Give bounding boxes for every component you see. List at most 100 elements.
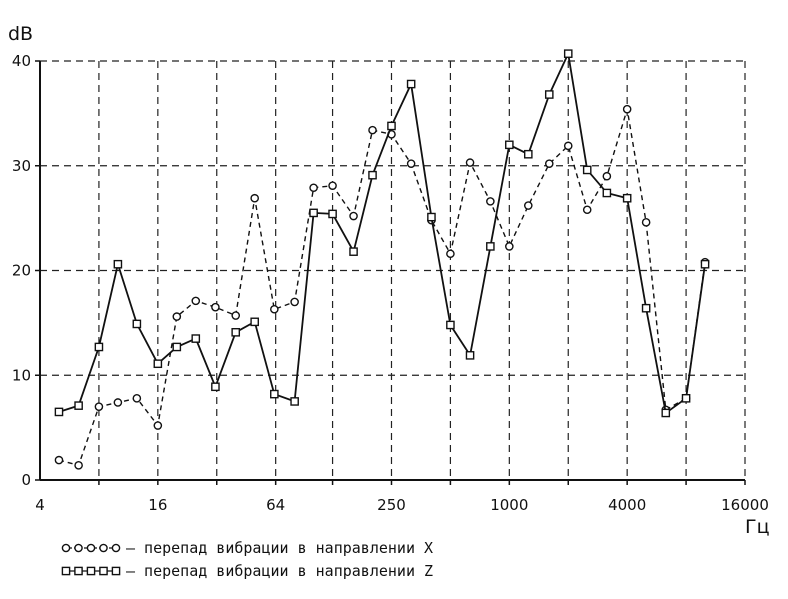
grid [40, 60, 746, 480]
data-point-square [465, 351, 475, 360]
data-point-circle [54, 455, 64, 465]
data-point-square [132, 319, 142, 329]
data-point-circle [563, 141, 573, 151]
series-line [58, 50, 706, 415]
x-tick-label: 64 [266, 496, 285, 514]
data-point-circle [270, 304, 279, 314]
data-point-circle [328, 181, 337, 190]
data-point-square [641, 303, 651, 313]
legend-label-x: – перепад вибрации в направлении X [126, 539, 433, 557]
y-axis-label: dB [8, 23, 33, 45]
y-tick-label: 30 [12, 157, 31, 175]
data-point-circle [349, 211, 358, 221]
data-point-square [172, 342, 182, 352]
data-point-square [54, 407, 64, 417]
data-point-circle [309, 183, 318, 193]
data-point-square [700, 259, 710, 269]
data-point-square [94, 342, 104, 352]
data-point-circle [544, 159, 554, 168]
x-tick-label: 16000 [721, 496, 769, 514]
x-tick-label: 4000 [608, 496, 646, 514]
legend-marker-circle [61, 543, 121, 553]
data-point-circle [191, 296, 201, 306]
data-point-circle [446, 249, 455, 259]
x-axis-label: Гц [745, 516, 770, 538]
x-tick-label: 1000 [490, 496, 528, 514]
data-point-circle [231, 311, 241, 320]
x-tick-label: 4 [35, 496, 45, 514]
legend-marker-glyph [86, 543, 96, 553]
data-point-circle [132, 393, 142, 403]
legend-marker-glyph [74, 566, 83, 576]
data-point-square [523, 149, 533, 159]
data-point-square [406, 79, 416, 89]
data-point-circle [406, 159, 416, 168]
data-point-square [290, 397, 299, 406]
legend-marker-glyph [86, 566, 96, 576]
data-point-circle [250, 193, 259, 203]
data-point-circle [74, 461, 83, 470]
data-point-square [113, 259, 123, 269]
data-point-circle [486, 197, 495, 206]
data-point-square [328, 209, 337, 219]
x-tick-label: 16 [148, 496, 167, 514]
legend-marker-glyph [111, 566, 121, 576]
data-point-square [681, 393, 691, 403]
legend-entry-x: – перепад вибрации в направлении X [61, 539, 433, 557]
data-point-circle [622, 104, 632, 114]
data-point-circle [211, 302, 220, 312]
legend-marker-glyph [99, 566, 108, 576]
data-point-circle [368, 125, 377, 135]
data-point-square [270, 389, 279, 399]
data-point-square [191, 334, 201, 343]
data-point-square [368, 170, 377, 180]
y-tick-label: 0 [21, 471, 31, 489]
y-tick-label: 10 [12, 366, 31, 384]
data-point-square [349, 247, 358, 256]
data-point-square [153, 359, 163, 369]
data-point-circle [523, 201, 533, 210]
data-point-square [582, 165, 592, 175]
data-point-square [231, 328, 241, 337]
series-line [58, 108, 706, 467]
legend: – перепад вибрации в направлении X – пер… [61, 539, 433, 580]
data-point-square [74, 401, 83, 410]
data-point-circle [582, 205, 592, 215]
series-layer [54, 49, 710, 470]
legend-marker-glyph [61, 566, 71, 576]
legend-marker-glyph [99, 543, 108, 553]
data-point-circle [602, 171, 612, 181]
legend-marker-glyph [61, 543, 71, 553]
data-point-circle [172, 312, 182, 321]
data-point-square [211, 382, 220, 392]
legend-marker-square [61, 566, 121, 576]
data-point-square [622, 193, 632, 203]
data-point-square [602, 188, 612, 198]
data-point-square [427, 212, 436, 222]
data-point-circle [465, 158, 475, 167]
data-point-circle [113, 398, 123, 407]
data-point-circle [94, 402, 104, 411]
legend-marker-glyph [74, 543, 83, 553]
y-tick-label: 40 [12, 52, 31, 70]
data-point-circle [290, 297, 299, 307]
data-point-square [387, 121, 396, 131]
data-point-square [505, 140, 514, 150]
y-tick-label: 20 [12, 262, 31, 280]
data-point-circle [641, 218, 651, 227]
legend-entry-z: – перепад вибрации в направлении Z [61, 562, 433, 580]
legend-marker-glyph [111, 543, 121, 553]
data-point-square [446, 320, 455, 330]
series-x [54, 104, 710, 470]
data-point-circle [505, 242, 514, 251]
data-point-square [309, 208, 318, 218]
data-point-square [250, 317, 259, 327]
legend-label-z: – перепад вибрации в направлении Z [126, 562, 433, 580]
series-z [54, 49, 710, 418]
x-tick-label: 250 [377, 496, 406, 514]
data-point-square [544, 90, 554, 99]
data-point-square [486, 242, 495, 251]
data-point-square [661, 408, 671, 418]
axes [35, 60, 746, 485]
